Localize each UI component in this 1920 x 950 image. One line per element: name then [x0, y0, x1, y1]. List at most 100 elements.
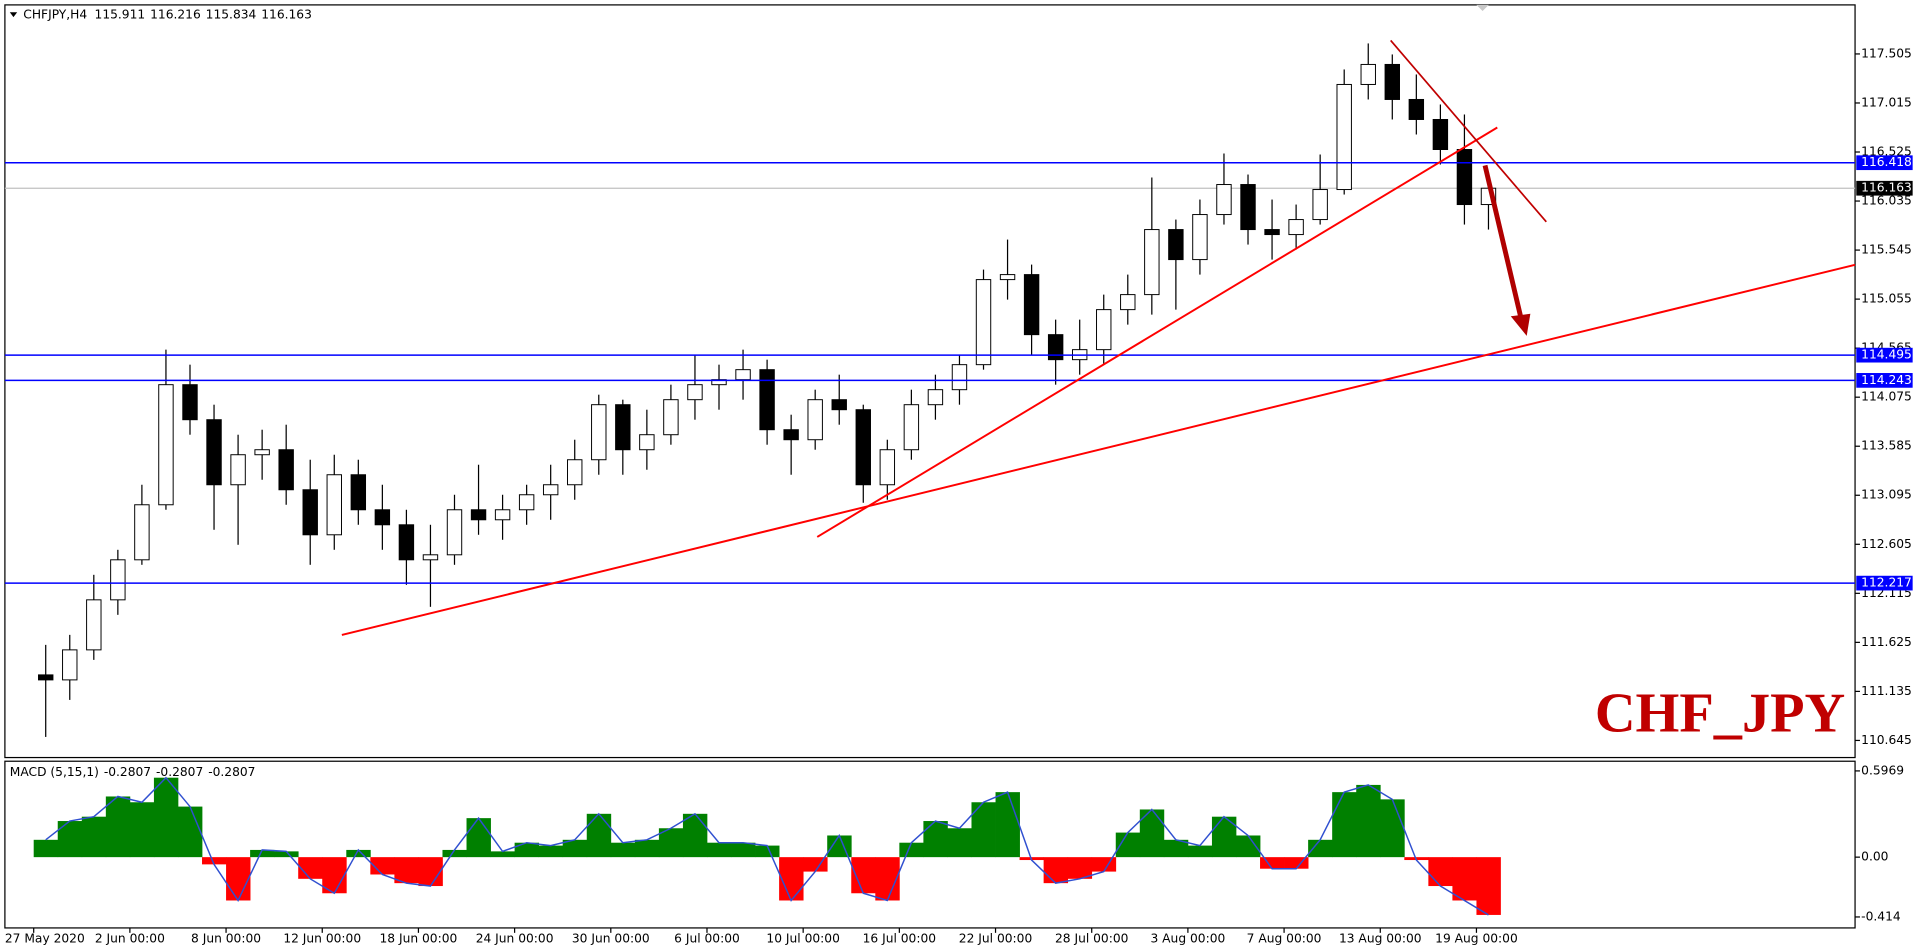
candle-body	[783, 429, 799, 441]
macd-bar	[1332, 792, 1357, 858]
candle-body	[446, 509, 463, 556]
macd-bar	[1380, 799, 1405, 858]
candle-body	[206, 419, 222, 486]
macd-bar	[658, 828, 684, 858]
x-tick-label: 2 Jun 00:00	[95, 931, 165, 945]
level-label: 114.243	[1861, 373, 1912, 387]
macd-panel	[4, 760, 1856, 929]
macd-bar	[274, 851, 299, 858]
candle-body	[470, 509, 487, 521]
candle-body	[1192, 214, 1208, 261]
macd-bar	[923, 821, 948, 858]
x-tick-label: 24 Jun 00:00	[476, 931, 554, 945]
macd-bar	[634, 839, 660, 858]
candle-body	[639, 434, 655, 451]
macd-bar	[394, 857, 419, 884]
x-tick-label: 10 Jul 00:00	[766, 931, 839, 945]
candle-body	[591, 404, 607, 461]
candle-body	[615, 404, 631, 451]
candle-body	[278, 449, 294, 491]
arrow	[1482, 164, 1523, 317]
x-tick-label: 8 Jun 00:00	[191, 931, 261, 945]
x-tick-label: 16 Jul 00:00	[863, 931, 936, 945]
y-tick-label: 111.135	[1861, 684, 1912, 698]
y-tick-label: 0.00	[1861, 850, 1888, 864]
macd-bar	[1260, 857, 1285, 869]
shift-marker	[1476, 4, 1489, 12]
candle-body	[86, 599, 102, 651]
candle-body	[903, 404, 920, 451]
macd-bar	[827, 835, 852, 858]
y-tick-label: 0.5969	[1861, 763, 1904, 777]
candle-body	[1168, 229, 1184, 261]
price-panel	[4, 4, 1856, 759]
last-price-tag	[1856, 180, 1913, 196]
y-tick-label: 117.015	[1861, 95, 1912, 109]
macd-bar	[538, 845, 564, 858]
candle-body	[567, 459, 583, 486]
candle-body	[1360, 63, 1376, 85]
y-tick-label: 115.545	[1861, 243, 1912, 257]
macd-line	[45, 776, 1489, 916]
macd-bar	[346, 849, 371, 858]
macd-bar	[1356, 784, 1381, 858]
candle-body	[350, 474, 367, 511]
header-value: 116.163	[261, 7, 312, 21]
macd-bar	[1043, 857, 1069, 884]
macd-bar	[33, 839, 59, 858]
macd-bar	[1428, 857, 1453, 887]
macd-bar	[202, 857, 227, 865]
candle-body	[1264, 229, 1280, 236]
header-value: 115.911	[95, 7, 146, 21]
candle-body	[975, 279, 992, 366]
macd-bar	[1091, 857, 1117, 872]
level-tag	[1856, 347, 1913, 363]
macd-bar	[490, 851, 515, 858]
header-value: -0.2807	[208, 765, 255, 779]
macd-bar	[1235, 835, 1261, 858]
candle-body	[831, 399, 847, 411]
candle-body	[663, 399, 679, 436]
header-value: -0.2807	[104, 765, 151, 779]
x-tick-label: 7 Aug 00:00	[1247, 931, 1322, 945]
candle-body	[158, 384, 174, 506]
macd-bar	[370, 857, 395, 875]
macd-bar	[129, 802, 155, 858]
candle-body	[518, 494, 535, 511]
y-tick-label: 110.645	[1861, 733, 1912, 747]
x-tick-label: 13 Aug 00:00	[1339, 931, 1422, 945]
x-tick-label: 28 Jul 00:00	[1055, 931, 1128, 945]
macd-bar	[226, 857, 251, 901]
candle-body	[759, 369, 775, 431]
macd-bar	[899, 842, 924, 858]
trend-line	[341, 263, 1856, 636]
x-tick-label: 3 Aug 00:00	[1151, 931, 1226, 945]
candle-body	[374, 509, 391, 526]
candle-body	[1288, 219, 1304, 236]
header-value: 115.834	[206, 7, 257, 21]
candle-body	[1432, 118, 1449, 150]
level-tag	[1856, 155, 1913, 171]
level-label: 116.418	[1861, 155, 1912, 169]
y-tick-label: 112.605	[1861, 537, 1912, 551]
indicator-label: MACD (5,15,1)	[10, 765, 99, 779]
macd-bar	[57, 821, 83, 858]
y-tick-label: 111.625	[1861, 635, 1912, 649]
macd-bar	[731, 842, 756, 858]
header-value: 116.216	[150, 7, 201, 21]
macd-bar	[755, 845, 780, 858]
y-tick-label: 117.505	[1861, 46, 1912, 60]
candle-body	[302, 489, 318, 536]
macd-bar	[779, 857, 804, 901]
candle-body	[422, 554, 439, 561]
annotations: CHFJPY,H4 115.911 116.216 115.834 116.163 MA…	[9, 4, 1856, 779]
macd-header: MACD (5,15,1) -0.2807 -0.2807 -0.2807	[10, 765, 256, 779]
macd-bar	[466, 818, 491, 858]
y-tick-label: 116.525	[1861, 145, 1912, 159]
y-tick-label: -0.414	[1861, 909, 1901, 923]
level-tag	[1856, 575, 1913, 591]
candle-body	[230, 454, 246, 486]
watermark: CHF_JPY	[1595, 682, 1845, 744]
candle-body	[494, 509, 511, 521]
